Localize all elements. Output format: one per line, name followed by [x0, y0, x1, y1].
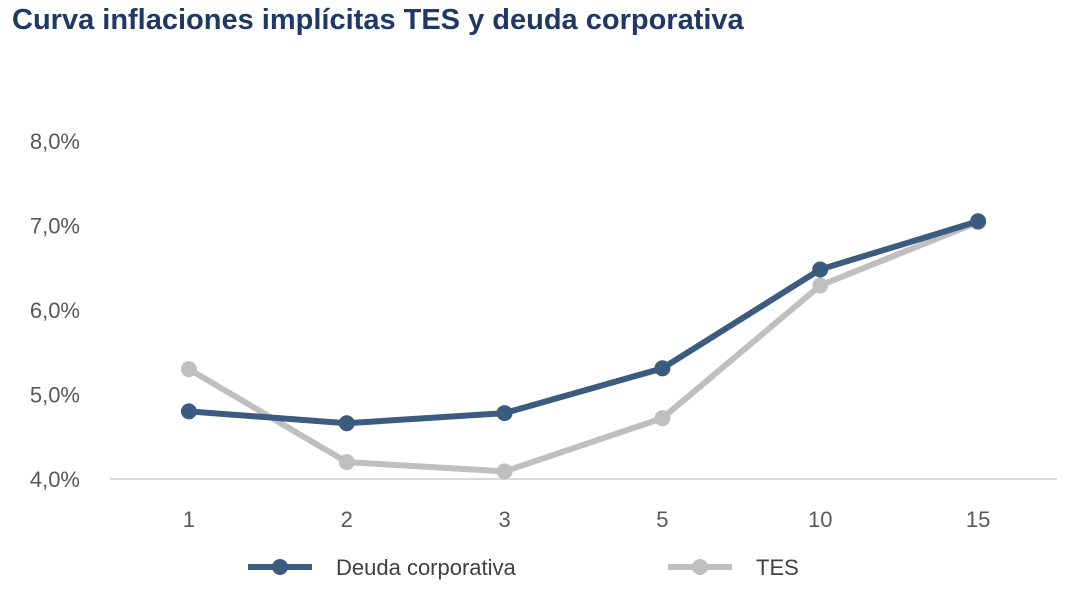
- legend-label: Deuda corporativa: [336, 555, 517, 580]
- chart-title: Curva inflaciones implícitas TES y deuda…: [12, 4, 744, 36]
- data-point: [970, 213, 987, 230]
- y-tick-label: 7,0%: [30, 214, 80, 239]
- legend-marker: [692, 559, 708, 575]
- data-point: [812, 277, 829, 294]
- data-point: [812, 261, 829, 278]
- y-tick-label: 4,0%: [30, 467, 80, 492]
- y-tick-label: 6,0%: [30, 298, 80, 323]
- y-tick-label: 8,0%: [30, 129, 80, 154]
- data-point: [654, 410, 671, 427]
- data-point: [496, 405, 513, 422]
- data-point: [180, 403, 197, 420]
- x-tick-label: 5: [656, 507, 668, 532]
- data-point: [338, 415, 355, 432]
- series-line-deuda-corporativa: [188, 218, 979, 427]
- series-line-tes: [187, 219, 980, 475]
- x-tick-label: 1: [183, 507, 195, 532]
- legend-label: TES: [756, 555, 799, 580]
- x-tick-label: 2: [341, 507, 353, 532]
- y-tick-label: 5,0%: [30, 383, 80, 408]
- data-point: [338, 454, 355, 471]
- x-tick-label: 3: [498, 507, 510, 532]
- data-point: [496, 463, 513, 480]
- x-tick-label: 10: [808, 507, 832, 532]
- data-point: [654, 360, 671, 377]
- legend-marker: [272, 559, 288, 575]
- x-tick-label: 15: [966, 507, 990, 532]
- data-point: [180, 361, 197, 378]
